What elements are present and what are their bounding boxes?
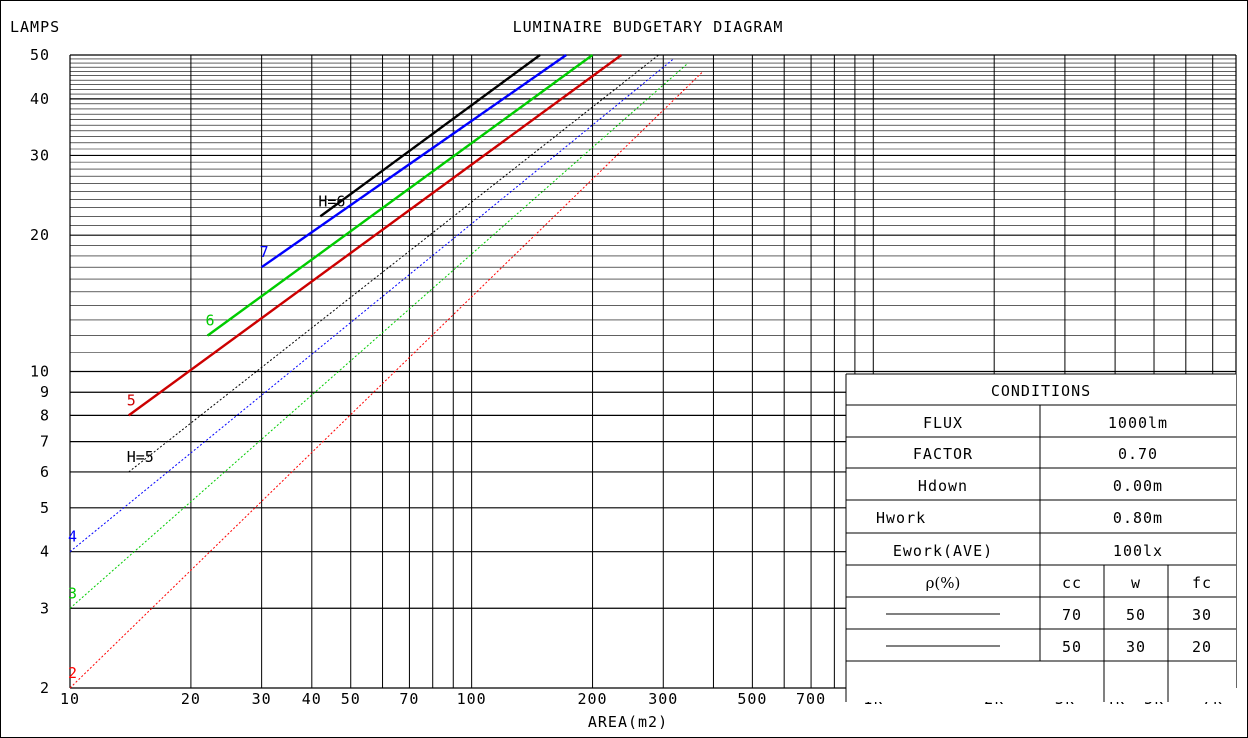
- reflectance-cc-1: 70: [1062, 606, 1082, 624]
- series-line-4: [128, 54, 659, 473]
- y-tick-label: 5: [40, 499, 50, 517]
- x-tick-label: 50: [341, 690, 361, 708]
- reflectance-label: ρ(%): [926, 574, 961, 592]
- y-tick-label: 10: [30, 363, 50, 381]
- x-axis-label: AREA(m2): [588, 713, 668, 731]
- series-label-6: 6: [206, 312, 215, 330]
- series-label-5: 5: [127, 391, 136, 409]
- x-tick-label: 20: [181, 690, 201, 708]
- y-tick-label: 4: [40, 543, 50, 561]
- cond-label-hdown: Hdown: [918, 477, 968, 495]
- series-line-8: [319, 54, 541, 218]
- series-label-2: 3: [68, 584, 77, 602]
- y-tick-label: 50: [30, 46, 50, 64]
- y-tick-label: 3: [40, 599, 50, 617]
- reflectance-fc-1: 30: [1192, 606, 1212, 624]
- series-label-4: H=5: [127, 448, 154, 466]
- x-tick-label: 700: [796, 690, 826, 708]
- series-line-3: [69, 58, 674, 553]
- x-tick-label: 300: [648, 690, 678, 708]
- x-tick-label: 10: [60, 690, 80, 708]
- y-tick-label: 40: [30, 90, 50, 108]
- chart-title: LUMINAIRE BUDGETARY DIAGRAM: [513, 18, 784, 36]
- cond-label-factor: FACTOR: [913, 445, 973, 463]
- reflectance-fc-2: 20: [1192, 638, 1212, 656]
- conditions-bg: [846, 374, 1236, 702]
- reflectance-header-w: w: [1131, 574, 1141, 592]
- conditions-title: CONDITIONS: [991, 382, 1091, 400]
- x-tick-label: 100: [457, 690, 487, 708]
- y-tick-label: 8: [40, 406, 50, 424]
- y-tick-label: 6: [40, 463, 50, 481]
- series-label-7: 7: [260, 243, 269, 261]
- y-tick-label: 2: [40, 679, 50, 697]
- series-line-6: [206, 54, 594, 337]
- cond-label-ework: Ework(AVE): [893, 542, 993, 560]
- series-line-2: [69, 62, 689, 609]
- y-tick-label: 30: [30, 146, 50, 164]
- series-line-1: [69, 71, 704, 689]
- cond-value-hdown: 0.00m: [1113, 477, 1163, 495]
- x-tick-label: 200: [578, 690, 608, 708]
- cond-value-ework: 100lx: [1113, 542, 1163, 560]
- series-layer: 2 3 4 H=5 5 6 7 H=6: [68, 54, 704, 689]
- series-label-8: H=6: [318, 192, 345, 210]
- cond-label-hwork: Hwork: [876, 509, 926, 527]
- cond-value-factor: 0.70: [1118, 445, 1158, 463]
- y-tick-label: 9: [40, 383, 50, 401]
- reflectance-cc-2: 50: [1062, 638, 1082, 656]
- x-tick-label: 40: [302, 690, 322, 708]
- series-label-1: 2: [68, 664, 77, 682]
- reflectance-header-cc: cc: [1062, 574, 1082, 592]
- series-line-7: [260, 54, 567, 269]
- cond-value-flux: 1000lm: [1108, 414, 1168, 432]
- reflectance-w-1: 50: [1126, 606, 1146, 624]
- cond-value-hwork: 0.80m: [1113, 509, 1163, 527]
- cond-label-flux: FLUX: [923, 414, 963, 432]
- series-line-5: [127, 54, 623, 417]
- y-axis-label: LAMPS: [10, 18, 60, 36]
- y-tick-label: 7: [40, 433, 50, 451]
- reflectance-w-2: 30: [1126, 638, 1146, 656]
- y-tick-label: 20: [30, 226, 50, 244]
- conditions-table: CONDITIONS FLUX 1000lm FACTOR 0.70 Hdown…: [845, 373, 1236, 702]
- x-tick-label: 500: [737, 690, 767, 708]
- reflectance-header-fc: fc: [1192, 574, 1212, 592]
- x-tick-label: 30: [252, 690, 272, 708]
- series-label-3: 4: [68, 528, 77, 546]
- x-tick-label: 70: [399, 690, 419, 708]
